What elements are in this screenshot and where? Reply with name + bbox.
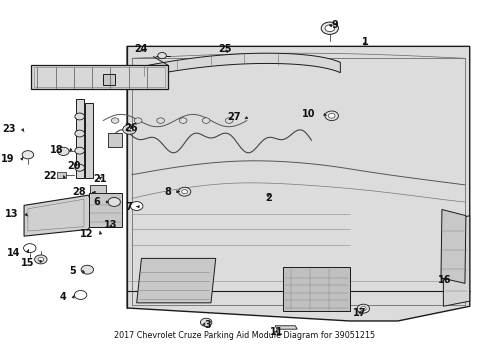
Circle shape: [157, 118, 164, 123]
Text: 2017 Chevrolet Cruze Parking Aid Module Diagram for 39051215: 2017 Chevrolet Cruze Parking Aid Module …: [114, 331, 374, 340]
Polygon shape: [105, 53, 340, 86]
Circle shape: [122, 125, 136, 134]
Text: 27: 27: [227, 112, 240, 122]
Circle shape: [130, 202, 142, 211]
Text: 8: 8: [164, 187, 171, 197]
Text: 15: 15: [21, 258, 35, 268]
Text: 11: 11: [270, 327, 283, 337]
Text: 21: 21: [93, 174, 106, 184]
Polygon shape: [275, 326, 297, 329]
Circle shape: [75, 113, 84, 120]
Text: 13: 13: [104, 220, 117, 230]
Circle shape: [178, 187, 190, 196]
Polygon shape: [137, 258, 215, 303]
Text: 10: 10: [301, 109, 315, 119]
Polygon shape: [90, 185, 106, 193]
Text: 3: 3: [204, 320, 210, 330]
Circle shape: [321, 22, 338, 34]
Text: 17: 17: [352, 308, 366, 318]
Circle shape: [111, 118, 119, 123]
Text: 19: 19: [1, 154, 15, 164]
Text: 5: 5: [69, 266, 76, 276]
Circle shape: [134, 118, 142, 123]
Text: 12: 12: [80, 229, 93, 239]
Circle shape: [75, 130, 84, 137]
Text: 20: 20: [67, 161, 81, 171]
Text: 23: 23: [2, 125, 16, 134]
Polygon shape: [85, 103, 92, 178]
Circle shape: [182, 190, 187, 194]
Polygon shape: [443, 216, 469, 306]
Polygon shape: [440, 210, 465, 283]
Circle shape: [75, 164, 84, 171]
Circle shape: [179, 118, 186, 123]
Polygon shape: [89, 193, 122, 226]
Circle shape: [58, 147, 69, 156]
Circle shape: [325, 111, 338, 121]
Circle shape: [22, 151, 34, 159]
Circle shape: [35, 255, 47, 264]
Circle shape: [108, 198, 120, 206]
Polygon shape: [76, 99, 84, 178]
Text: 13: 13: [5, 209, 18, 219]
Circle shape: [74, 291, 87, 300]
Text: 2: 2: [265, 193, 272, 203]
Polygon shape: [282, 267, 349, 311]
Text: 26: 26: [124, 123, 138, 134]
Circle shape: [81, 265, 93, 274]
Circle shape: [356, 304, 369, 313]
Polygon shape: [103, 74, 115, 85]
Circle shape: [23, 244, 36, 253]
Circle shape: [325, 25, 334, 32]
Polygon shape: [108, 133, 122, 147]
Text: 4: 4: [60, 292, 66, 302]
Polygon shape: [127, 46, 469, 321]
Text: 6: 6: [93, 197, 100, 207]
Circle shape: [202, 118, 209, 123]
Polygon shape: [24, 195, 93, 236]
Circle shape: [158, 53, 166, 59]
Text: 7: 7: [125, 202, 132, 212]
Text: 18: 18: [50, 145, 63, 155]
Text: 22: 22: [43, 171, 57, 181]
Text: 25: 25: [218, 44, 232, 54]
Circle shape: [200, 318, 211, 327]
Circle shape: [328, 113, 334, 118]
Circle shape: [75, 147, 84, 154]
Text: 9: 9: [330, 21, 337, 31]
Circle shape: [360, 307, 366, 311]
Circle shape: [38, 257, 43, 261]
Text: 1: 1: [362, 37, 368, 47]
Circle shape: [225, 118, 232, 123]
Polygon shape: [57, 172, 66, 178]
Text: 16: 16: [437, 275, 450, 285]
Text: 28: 28: [72, 188, 85, 197]
Circle shape: [126, 127, 133, 132]
Text: 14: 14: [7, 248, 20, 257]
Polygon shape: [31, 65, 167, 89]
Text: 24: 24: [134, 44, 147, 54]
